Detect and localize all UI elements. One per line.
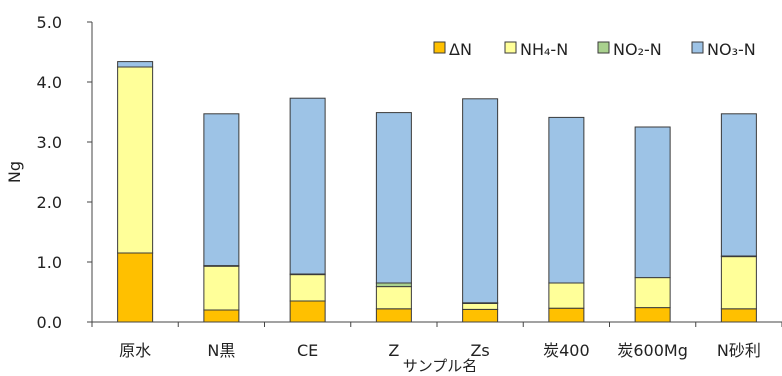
bar-segment	[548, 116, 585, 284]
x-tick-label: 原水	[119, 341, 151, 360]
bar-segment	[634, 126, 671, 279]
bar-segment	[548, 282, 585, 309]
y-tick-label: 1.0	[37, 253, 62, 272]
legend-label: NO₃-N	[707, 40, 756, 59]
y-tick-label: 0.0	[37, 313, 62, 332]
legend-swatch	[433, 41, 446, 54]
bar-segment	[462, 308, 499, 323]
legend-swatch	[691, 41, 704, 54]
x-tick-label: Zs	[470, 341, 489, 360]
bar-segment	[462, 98, 499, 304]
bar-segment	[375, 286, 412, 310]
x-tick-label: N砂利	[717, 341, 761, 360]
legend-swatch	[597, 41, 610, 54]
bar-segment	[634, 277, 671, 309]
x-axis-ticks: 原水 N黒 CE Z Zs 炭400 炭600Mg N砂利	[91, 322, 782, 360]
x-tick-label: N黒	[207, 341, 235, 360]
x-tick-label: 炭600Mg	[617, 341, 688, 360]
y-tick-label: 5.0	[37, 13, 62, 32]
x-tick-label: CE	[297, 341, 318, 360]
bar-segment	[117, 66, 154, 254]
bar-segment	[289, 300, 326, 323]
bar-segment	[117, 61, 154, 68]
legend: ΔN NH₄-N NO₂-N NO₃-N	[433, 40, 756, 59]
bar-series	[117, 61, 757, 323]
legend-label: ΔN	[449, 40, 472, 59]
x-tick-label: 炭400	[543, 341, 590, 360]
legend-label: NO₂-N	[613, 40, 662, 59]
bar-segment	[203, 309, 240, 323]
bar-segment	[375, 282, 412, 288]
bar-segment	[634, 307, 671, 323]
y-tick-label: 3.0	[37, 133, 62, 152]
legend-swatch	[504, 41, 517, 54]
bar-segment	[289, 97, 326, 275]
bar-segment	[462, 302, 499, 310]
x-axis-label: サンプル名	[403, 357, 478, 372]
bar-segment	[548, 307, 585, 323]
bar-segment	[289, 274, 326, 302]
bar-segment	[203, 265, 240, 311]
bar-segment	[720, 308, 757, 323]
x-tick-label: Z	[388, 341, 399, 360]
y-tick-label: 4.0	[37, 73, 62, 92]
y-axis-ticks: 0.0 1.0 2.0 3.0 4.0 5.0	[37, 13, 92, 332]
bar-segment	[117, 252, 154, 323]
bar-segment	[203, 113, 240, 267]
y-tick-label: 2.0	[37, 193, 62, 212]
bar-segment	[375, 308, 412, 323]
axes	[91, 22, 782, 323]
bar-segment	[720, 256, 757, 310]
bar-segment	[375, 112, 412, 284]
y-axis-label: Ng	[5, 161, 24, 183]
bar-segment	[720, 113, 757, 257]
legend-label: NH₄-N	[520, 40, 568, 59]
